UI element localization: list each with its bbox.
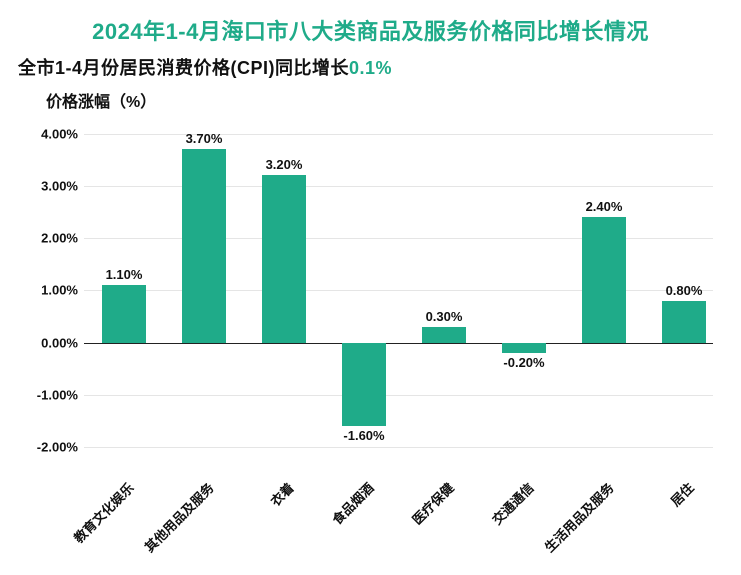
bar [422,327,467,343]
bar [102,285,147,342]
grid-line [84,134,713,135]
subtitle-value: 0.1% [349,58,392,78]
bar-value-label: 2.40% [586,199,623,214]
x-tick-label: 衣着 [266,478,298,510]
bar-value-label: 0.30% [426,309,463,324]
x-tick-label: 生活用品及服务 [540,478,618,556]
bar-value-label: 3.70% [186,131,223,146]
plot: -2.00% -1.00% 0.00% 1.00% 2.00% 3.00% 4.00% 1.… [26,118,723,468]
y-axis-label: 价格涨幅（%） [46,88,723,112]
x-tick-label: 医疗保健 [407,478,457,528]
bar-value-label: -0.20% [503,355,544,370]
chart-subtitle: 全市1-4月份居民消费价格(CPI)同比增长0.1% [18,54,723,80]
chart-container: 2024年1-4月海口市八大类商品及服务价格同比增长情况 全市1-4月份居民消费… [0,0,741,575]
grid-line [84,447,713,448]
x-tick-label: 交通通信 [487,478,537,528]
plot-area: 1.10%教育文化娱乐3.70%其他用品及服务3.20%衣着-1.60%食品烟酒… [84,118,713,468]
grid-line [84,395,713,396]
grid-line [84,343,713,345]
bar [582,217,627,342]
y-tick-label: -2.00% [37,440,78,455]
x-tick-label: 其他用品及服务 [140,478,218,556]
y-tick-label: 1.00% [41,283,78,298]
y-tick-label: 2.00% [41,231,78,246]
bar [342,343,387,427]
bar-value-label: 1.10% [106,267,143,282]
x-tick-label: 食品烟酒 [327,478,377,528]
x-tick-label: 居住 [666,478,698,510]
bar-value-label: -1.60% [343,428,384,443]
bar [182,149,227,342]
chart-title: 2024年1-4月海口市八大类商品及服务价格同比增长情况 [18,14,723,46]
subtitle-prefix: 全市1-4月份居民消费价格(CPI)同比增长 [18,58,349,78]
y-tick-label: 4.00% [41,126,78,141]
y-tick-label: -1.00% [37,387,78,402]
y-tick-label: 3.00% [41,178,78,193]
grid-line [84,186,713,187]
bar [662,301,707,343]
x-tick-label: 教育文化娱乐 [69,478,138,547]
y-axis: -2.00% -1.00% 0.00% 1.00% 2.00% 3.00% 4.00% [26,118,84,468]
bar-value-label: 0.80% [666,283,703,298]
bar-value-label: 3.20% [266,157,303,172]
y-tick-label: 0.00% [41,335,78,350]
bar [502,343,547,353]
bar [262,175,307,342]
